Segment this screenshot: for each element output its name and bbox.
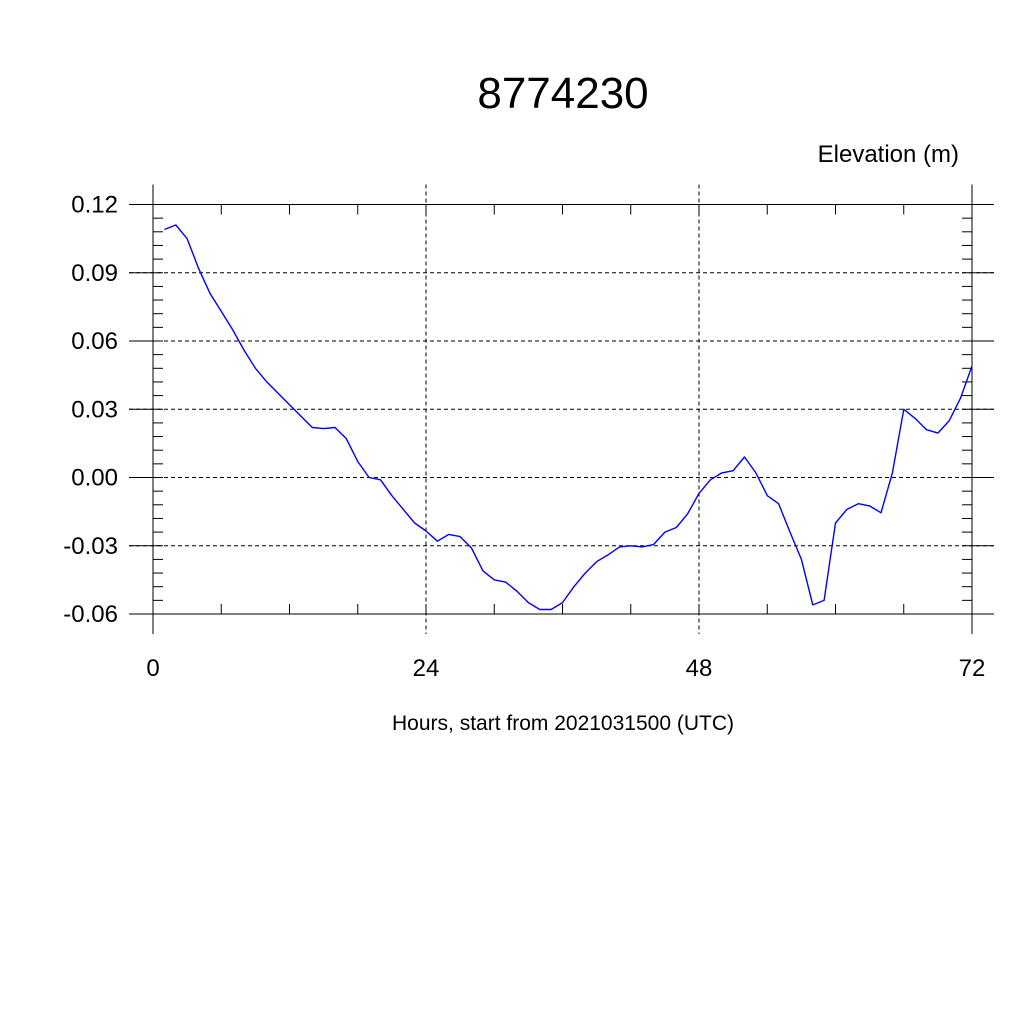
grid-lines (129, 184, 994, 634)
y-tick-label: 0.09 (71, 260, 118, 287)
x-tick-label: 48 (686, 655, 713, 682)
right-axis-label: Elevation (m) (818, 141, 959, 168)
x-axis-label: Hours, start from 2021031500 (UTC) (392, 712, 734, 735)
y-tick-labels: -0.06 -0.03 0.00 0.03 0.06 0.09 0.12 (63, 192, 118, 629)
y-tick-label: -0.03 (63, 533, 118, 560)
major-ticks (129, 204, 994, 615)
chart-title: 8774230 (477, 69, 648, 118)
series-line (164, 224, 973, 611)
x-tick-labels: 0 24 48 72 (146, 655, 985, 682)
x-tick-label: 24 (413, 655, 440, 682)
minor-ticks (152, 204, 973, 615)
y-tick-label: -0.06 (63, 601, 118, 628)
y-tick-label: 0.06 (71, 328, 118, 355)
x-tick-label: 0 (146, 655, 159, 682)
y-tick-label: 0.00 (71, 465, 118, 492)
y-tick-label: 0.03 (71, 396, 118, 423)
series-lines (164, 224, 973, 611)
y-tick-label: 0.12 (71, 192, 118, 219)
x-tick-label: 72 (959, 655, 986, 682)
